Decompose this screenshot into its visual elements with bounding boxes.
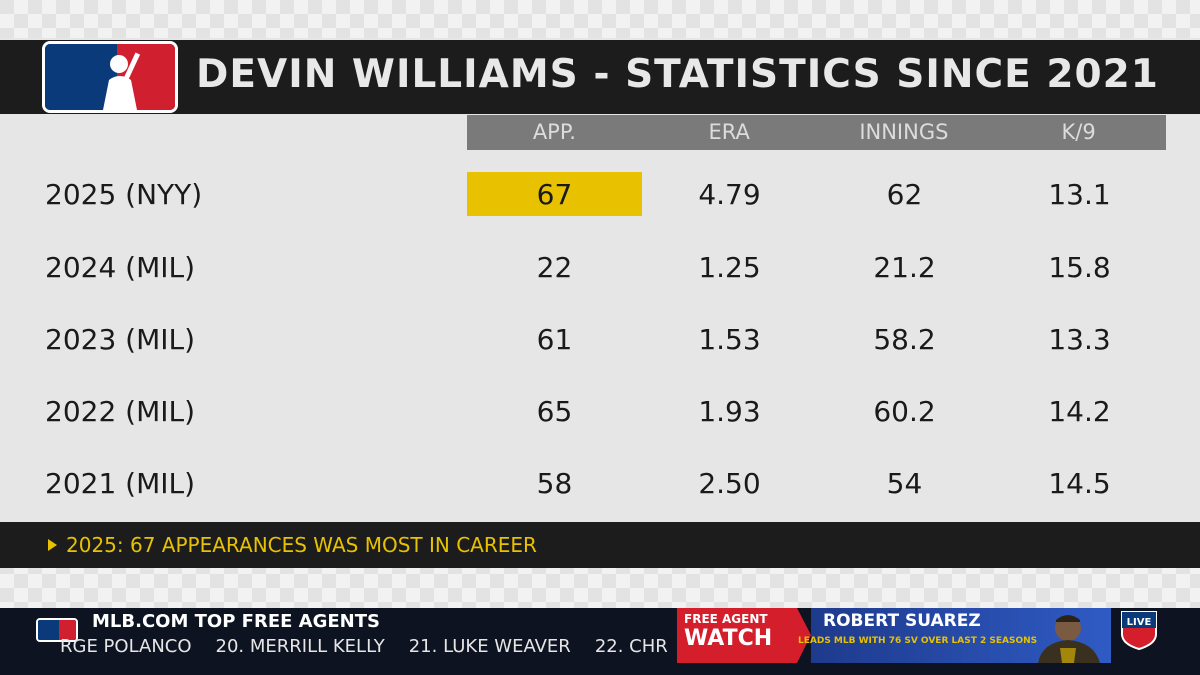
mlb-batter-silhouette-icon xyxy=(103,52,141,110)
cell-era: 1.93 xyxy=(698,395,761,428)
note-bar xyxy=(0,522,1200,568)
free-agent-label: FREE AGENT xyxy=(684,612,768,626)
cell-innings: 58.2 xyxy=(873,323,936,356)
cell-app: 61 xyxy=(536,323,573,356)
cell-k9: 15.8 xyxy=(1048,251,1111,284)
table-row: 2021 (MIL) 58 2.50 54 14.5 xyxy=(0,461,1200,511)
table-header: APP. ERA INNINGS K/9 xyxy=(467,115,1166,150)
ticker-item: RGE POLANCO xyxy=(60,636,192,657)
note-text: 2025: 67 APPEARANCES WAS MOST IN CAREER xyxy=(66,533,537,557)
note-arrow-icon xyxy=(48,539,57,551)
cell-app: 65 xyxy=(536,395,573,428)
row-label: 2021 (MIL) xyxy=(45,467,196,500)
cell-innings: 21.2 xyxy=(873,251,936,284)
ticker-item: 21. LUKE WEAVER xyxy=(408,636,571,657)
ticker-title: MLB.COM TOP FREE AGENTS xyxy=(92,611,380,632)
column-header-innings: INNINGS xyxy=(859,120,949,144)
ticker-item: 22. CHR xyxy=(594,636,668,657)
title-bar xyxy=(0,40,1200,114)
table-row: 2025 (NYY) 67 4.79 62 13.1 xyxy=(0,172,1200,222)
cell-k9: 14.2 xyxy=(1048,395,1111,428)
live-badge-text: LIVE xyxy=(1127,617,1152,628)
cell-era: 1.53 xyxy=(698,323,761,356)
cell-innings: 60.2 xyxy=(873,395,936,428)
mlb-logo xyxy=(42,41,178,113)
row-label: 2025 (NYY) xyxy=(45,178,203,211)
cell-k9: 13.3 xyxy=(1048,323,1111,356)
ticker-item: 20. MERRILL KELLY xyxy=(215,636,385,657)
row-label: 2023 (MIL) xyxy=(45,323,196,356)
highlight-cell xyxy=(467,172,642,216)
cell-k9: 13.1 xyxy=(1048,178,1111,211)
table-row: 2024 (MIL) 22 1.25 21.2 15.8 xyxy=(0,245,1200,295)
cell-app: 67 xyxy=(536,178,573,211)
ticker-mlb-logo xyxy=(36,618,78,642)
cell-era: 1.25 xyxy=(698,251,761,284)
player-photo xyxy=(1038,615,1100,663)
cell-app: 58 xyxy=(536,467,573,500)
row-label: 2024 (MIL) xyxy=(45,251,196,284)
chevron-right-icon xyxy=(797,608,811,663)
cell-app: 22 xyxy=(536,251,573,284)
table-row: 2023 (MIL) 61 1.53 58.2 13.3 xyxy=(0,317,1200,367)
cell-era: 2.50 xyxy=(698,467,761,500)
live-badge-icon: LIVE xyxy=(1121,611,1157,650)
column-header-app: APP. xyxy=(532,120,576,144)
free-agent-name: ROBERT SUAREZ xyxy=(823,611,981,631)
free-agent-description: LEADS MLB WITH 76 SV OVER LAST 2 SEASONS xyxy=(798,636,1038,646)
table-row: 2022 (MIL) 65 1.93 60.2 14.2 xyxy=(0,389,1200,439)
cell-innings: 62 xyxy=(886,178,923,211)
column-header-k9: K/9 xyxy=(1061,120,1096,144)
page-title: DEVIN WILLIAMS - STATISTICS SINCE 2021 xyxy=(196,52,1159,97)
watch-label: WATCH xyxy=(684,626,773,651)
row-label: 2022 (MIL) xyxy=(45,395,196,428)
free-agent-watch-box xyxy=(677,608,797,663)
cell-era: 4.79 xyxy=(698,178,761,211)
cell-k9: 14.5 xyxy=(1048,467,1111,500)
cell-innings: 54 xyxy=(886,467,923,500)
ticker-items: RGE POLANCO 20. MERRILL KELLY 21. LUKE W… xyxy=(60,633,675,663)
column-header-era: ERA xyxy=(708,120,750,144)
